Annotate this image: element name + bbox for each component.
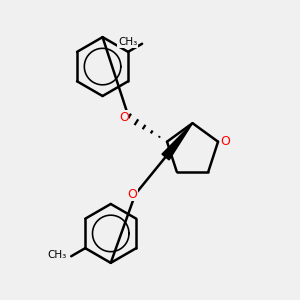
- Text: O: O: [220, 135, 230, 148]
- Text: CH₃: CH₃: [118, 37, 137, 47]
- Text: O: O: [119, 111, 129, 124]
- Text: O: O: [127, 188, 137, 201]
- Polygon shape: [162, 123, 193, 160]
- Text: CH₃: CH₃: [47, 250, 66, 260]
